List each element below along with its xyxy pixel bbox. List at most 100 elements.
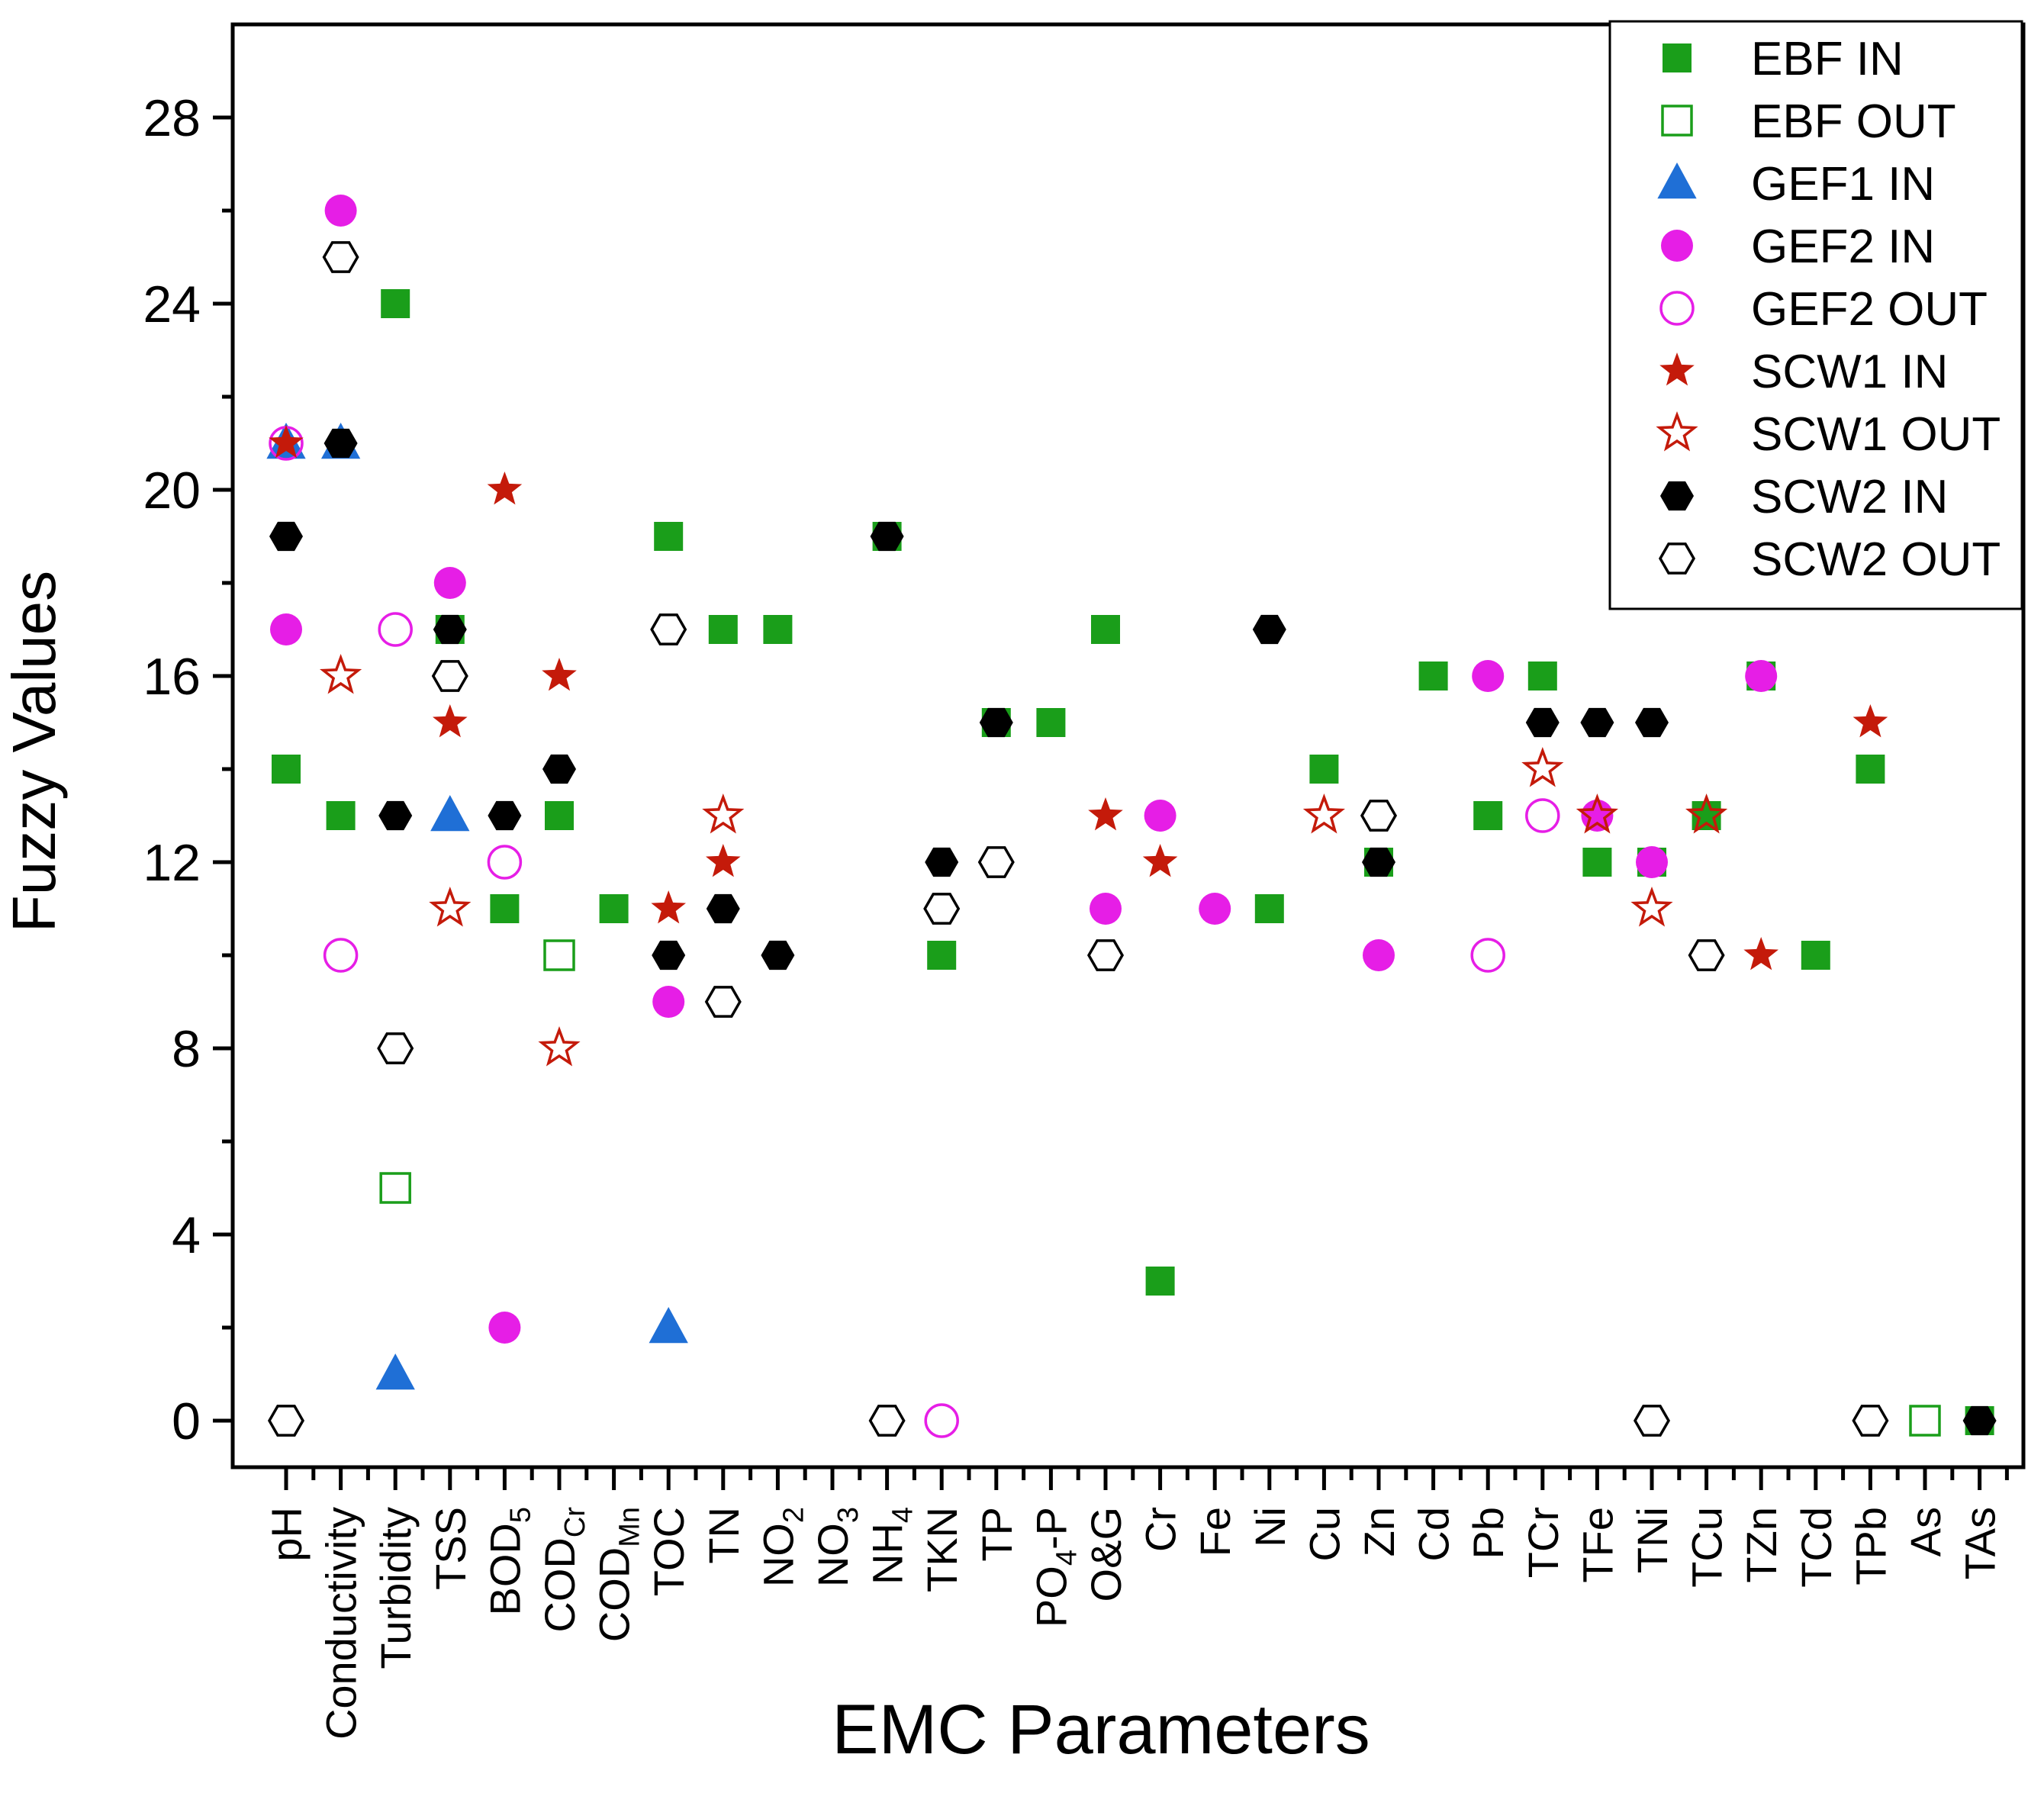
point-scw2-in <box>979 707 1013 738</box>
point-scw2-in <box>1525 707 1560 738</box>
point-ebf-out <box>543 939 575 971</box>
y-tick-label: 12 <box>143 834 201 892</box>
point-scw2-out <box>1688 939 1725 971</box>
legend: EBF IN EBF OUT GEF1 IN GEF2 IN GEF2 OUT SCW1 … <box>1608 20 2023 610</box>
point-gef2-in <box>1472 660 1505 692</box>
point-scw1-in <box>1142 844 1178 877</box>
point-scw2-out <box>923 893 961 925</box>
legend-label: SCW2 IN <box>1751 471 1948 523</box>
point-scw2-out <box>322 241 359 273</box>
point-scw2-in <box>542 754 576 784</box>
legend-label: SCW2 OUT <box>1751 533 2001 586</box>
x-tick-label: Zn <box>1355 1507 1403 1556</box>
point-gef2-in <box>1090 893 1122 925</box>
point-gef2-in <box>1144 800 1177 832</box>
legend-marker-scw1-out <box>1656 410 1698 452</box>
point-gef2-out <box>378 612 413 647</box>
point-scw2-in <box>706 893 740 924</box>
point-scw1-in <box>269 425 304 459</box>
point-gef2-in <box>270 613 302 645</box>
legend-marker-ebf-out <box>1661 105 1693 137</box>
point-scw1-out <box>1576 793 1618 834</box>
point-ebf-in <box>927 941 957 970</box>
x-tick-label: NO2 <box>754 1507 810 1587</box>
x-tick-label: TZn <box>1737 1507 1785 1583</box>
point-gef2-out <box>323 938 359 973</box>
x-tick-label: TN <box>700 1507 748 1564</box>
point-gef2-in <box>1636 846 1668 878</box>
point-scw2-in <box>1962 1405 1997 1436</box>
point-scw2-in <box>1635 707 1669 738</box>
point-scw2-in <box>488 800 522 831</box>
legend-marker-scw1-in <box>1659 352 1695 386</box>
point-ebf-in <box>272 755 301 784</box>
point-gef2-in <box>433 567 466 599</box>
point-ebf-in <box>1473 801 1503 830</box>
point-gef2-in <box>1363 939 1395 971</box>
point-gef1-in <box>430 795 470 832</box>
x-axis-label: EMC Parameters <box>832 1691 1370 1769</box>
point-scw1-out <box>1630 886 1673 927</box>
point-ebf-in <box>490 894 520 923</box>
x-tick-label: Ni <box>1246 1507 1294 1547</box>
point-gef1-in <box>649 1307 688 1344</box>
point-gef2-in <box>324 195 357 227</box>
point-scw1-out <box>320 653 362 694</box>
point-gef2-in <box>652 986 685 1018</box>
legend-marker-gef1-in <box>1657 163 1697 199</box>
point-gef1-in <box>375 1354 415 1390</box>
legend-label: EBF IN <box>1751 33 1904 85</box>
point-scw2-out <box>1852 1405 1889 1437</box>
point-ebf-in <box>1582 848 1612 877</box>
y-axis: 0 4 8 12 16 20 24 28 <box>143 89 233 1450</box>
point-ebf-in <box>1527 662 1557 690</box>
point-scw2-in <box>323 428 358 459</box>
x-tick-label: PO4-P <box>1027 1507 1083 1627</box>
x-tick-label: TP <box>973 1507 1021 1562</box>
point-scw1-in <box>1743 937 1778 971</box>
point-scw2-out <box>704 986 742 1018</box>
x-tick-label: TAs <box>1956 1507 2004 1579</box>
point-scw1-in <box>433 704 468 738</box>
point-ebf-in <box>1801 941 1830 970</box>
legend-label: GEF2 OUT <box>1751 283 1988 336</box>
point-scw2-out <box>977 846 1015 878</box>
y-tick-label: 24 <box>143 275 201 333</box>
y-tick-label: 28 <box>143 89 201 147</box>
legend-label: SCW1 IN <box>1751 346 1948 398</box>
point-scw2-in <box>433 614 467 645</box>
y-tick-label: 4 <box>172 1206 201 1264</box>
x-tick-label: Cu <box>1300 1507 1348 1562</box>
point-scw2-out <box>1633 1405 1671 1437</box>
point-ebf-in <box>1091 615 1120 644</box>
x-tick-label: TPb <box>1846 1507 1894 1585</box>
point-scw1-out <box>1521 746 1564 787</box>
point-scw1-out <box>429 886 472 927</box>
plot-border <box>230 22 2026 1469</box>
legend-marker-gef2-out <box>1659 291 1695 326</box>
point-scw2-out <box>431 660 468 692</box>
x-tick-label: Pb <box>1464 1507 1512 1560</box>
point-gef2-out <box>1525 798 1560 833</box>
point-scw2-in <box>269 521 303 552</box>
y-tick-label: 0 <box>172 1392 201 1450</box>
point-scw2-out <box>1086 939 1125 971</box>
point-ebf-in <box>654 522 684 551</box>
x-tick-label: Turbidity <box>372 1507 420 1669</box>
point-scw1-out <box>1302 793 1345 834</box>
point-ebf-in <box>1856 755 1885 784</box>
legend-marker-scw2-in <box>1660 481 1694 511</box>
point-scw2-in <box>378 800 413 831</box>
point-gef2-out <box>487 845 523 880</box>
point-gef2-in <box>1745 660 1778 692</box>
point-ebf-in <box>545 801 574 830</box>
point-scw2-in <box>1362 847 1395 877</box>
point-scw1-in <box>1852 704 1888 738</box>
point-ebf-out <box>1909 1405 1941 1437</box>
point-scw1-out <box>1685 793 1728 834</box>
point-scw2-in <box>1580 707 1614 738</box>
x-tick-label: Cd <box>1410 1507 1458 1562</box>
point-scw2-out <box>868 1405 906 1437</box>
